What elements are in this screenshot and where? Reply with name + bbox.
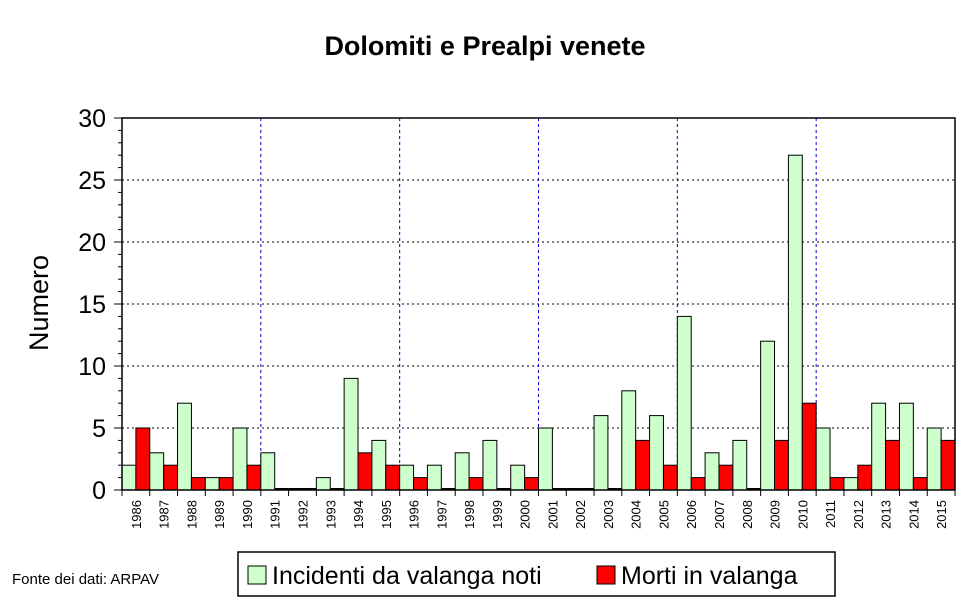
- chart-title: Dolomiti e Prealpi venete: [324, 31, 645, 61]
- x-tick-label: 1986: [129, 500, 144, 529]
- legend-swatch-morti: [596, 565, 616, 585]
- bar-morti: [662, 464, 678, 491]
- x-tick-label: 2002: [573, 500, 588, 529]
- bar-incidenti: [149, 452, 165, 491]
- bar-incidenti: [760, 340, 776, 491]
- x-tick-label: 2014: [906, 500, 921, 529]
- bar-incidenti: [121, 464, 137, 491]
- x-tick-label: 1989: [212, 500, 227, 529]
- bars: [121, 154, 956, 491]
- x-tick-label: 1987: [157, 500, 172, 529]
- x-tick-label: 1996: [407, 500, 422, 529]
- x-ticks: 1986 1987 1988 1989 1990 1991 1992 1993 1994 1995…: [121, 490, 956, 529]
- y-tick-label: 20: [78, 229, 106, 257]
- bar-morti: [635, 439, 651, 491]
- x-tick-label: 1997: [434, 500, 449, 529]
- y-tick-label: 0: [92, 477, 106, 505]
- bar-incidenti: [371, 439, 387, 491]
- bar-incidenti: [704, 452, 720, 491]
- x-tick-label: 2005: [656, 500, 671, 529]
- bar-incidenti: [926, 427, 942, 491]
- x-tick-label: 2011: [823, 500, 838, 528]
- bar-incidenti: [843, 477, 859, 491]
- bar-incidenti: [399, 464, 415, 491]
- legend-label-incidenti: Incidenti da valanga noti: [272, 562, 542, 590]
- legend-label-morti: Morti in valanga: [621, 562, 798, 590]
- bar-morti: [718, 464, 734, 491]
- bar-morti: [135, 427, 151, 491]
- bar-incidenti: [732, 439, 748, 491]
- y-axis-label: Numero: [24, 255, 54, 351]
- bar-morti: [857, 464, 873, 491]
- bar-morti: [774, 439, 789, 491]
- bar-incidenti: [343, 377, 359, 491]
- x-tick-label: 1999: [490, 500, 505, 529]
- x-tick-label: 1995: [379, 500, 394, 529]
- x-tick-label: 1992: [295, 500, 310, 529]
- bar-incidenti: [538, 427, 553, 491]
- legend: Incidenti da valanga noti Morti in valang…: [237, 551, 836, 597]
- bar-incidenti: [260, 452, 276, 491]
- bar-incidenti: [676, 315, 692, 491]
- bar-incidenti: [593, 415, 609, 491]
- x-tick-label: 1993: [323, 500, 338, 529]
- bar-incidenti: [871, 402, 887, 491]
- bar-incidenti: [815, 427, 831, 491]
- bar-incidenti: [787, 154, 803, 491]
- bar-morti: [385, 464, 401, 491]
- bar-morti: [912, 477, 928, 491]
- bar-morti: [163, 464, 179, 491]
- bar-incidenti: [621, 390, 637, 491]
- legend-box: [237, 551, 836, 597]
- x-tick-label: 2007: [712, 500, 727, 529]
- bar-morti: [190, 477, 206, 491]
- bar-incidenti: [315, 477, 331, 491]
- y-tick-label: 25: [78, 167, 106, 195]
- bar-incidenti: [482, 439, 498, 491]
- bar-incidenti: [177, 402, 192, 491]
- bar-incidenti: [898, 402, 914, 491]
- y-tick-label: 15: [78, 291, 106, 319]
- x-tick-label: 2008: [740, 500, 755, 529]
- y-tick-label: 30: [78, 105, 106, 133]
- bar-morti: [829, 477, 845, 491]
- bar-morti: [801, 402, 817, 491]
- x-tick-label: 2009: [768, 500, 783, 529]
- bar-incidenti: [426, 464, 442, 491]
- bar-morti: [246, 464, 262, 491]
- bar-morti: [218, 477, 234, 491]
- bar-morti: [690, 477, 706, 491]
- bar-incidenti: [510, 464, 526, 491]
- bar-morti: [468, 477, 484, 491]
- x-tick-label: 1998: [462, 500, 477, 529]
- bar-morti: [357, 452, 373, 491]
- bar-incidenti: [232, 427, 248, 491]
- bar-incidenti: [204, 477, 220, 491]
- x-tick-label: 1991: [268, 500, 283, 529]
- x-tick-label: 2000: [518, 500, 533, 529]
- x-tick-label: 2015: [934, 500, 949, 529]
- x-tick-label: 2013: [879, 500, 894, 529]
- x-tick-label: 2006: [684, 500, 699, 529]
- x-tick-label: 2004: [629, 500, 644, 529]
- source-note: Fonte dei dati: ARPAV: [12, 571, 160, 588]
- x-tick-label: 2001: [545, 500, 560, 529]
- legend-swatch-incidenti: [247, 565, 267, 585]
- x-tick-label: 1988: [184, 500, 199, 529]
- x-tick-label: 1990: [240, 500, 255, 529]
- x-tick-label: 1994: [351, 500, 366, 529]
- x-tick-label: 2012: [851, 500, 866, 529]
- bar-morti: [940, 439, 956, 491]
- y-tick-label: 10: [78, 353, 106, 381]
- bar-incidenti: [454, 452, 470, 491]
- bar-incidenti: [649, 415, 664, 491]
- bar-morti: [413, 477, 428, 491]
- y-tick-label: 5: [92, 415, 106, 443]
- bar-morti: [524, 477, 539, 491]
- y-ticks: 0 5 10 15 20 25 30: [78, 105, 122, 505]
- x-tick-label: 2010: [795, 500, 810, 529]
- x-tick-label: 2003: [601, 500, 616, 529]
- bar-morti: [885, 439, 900, 491]
